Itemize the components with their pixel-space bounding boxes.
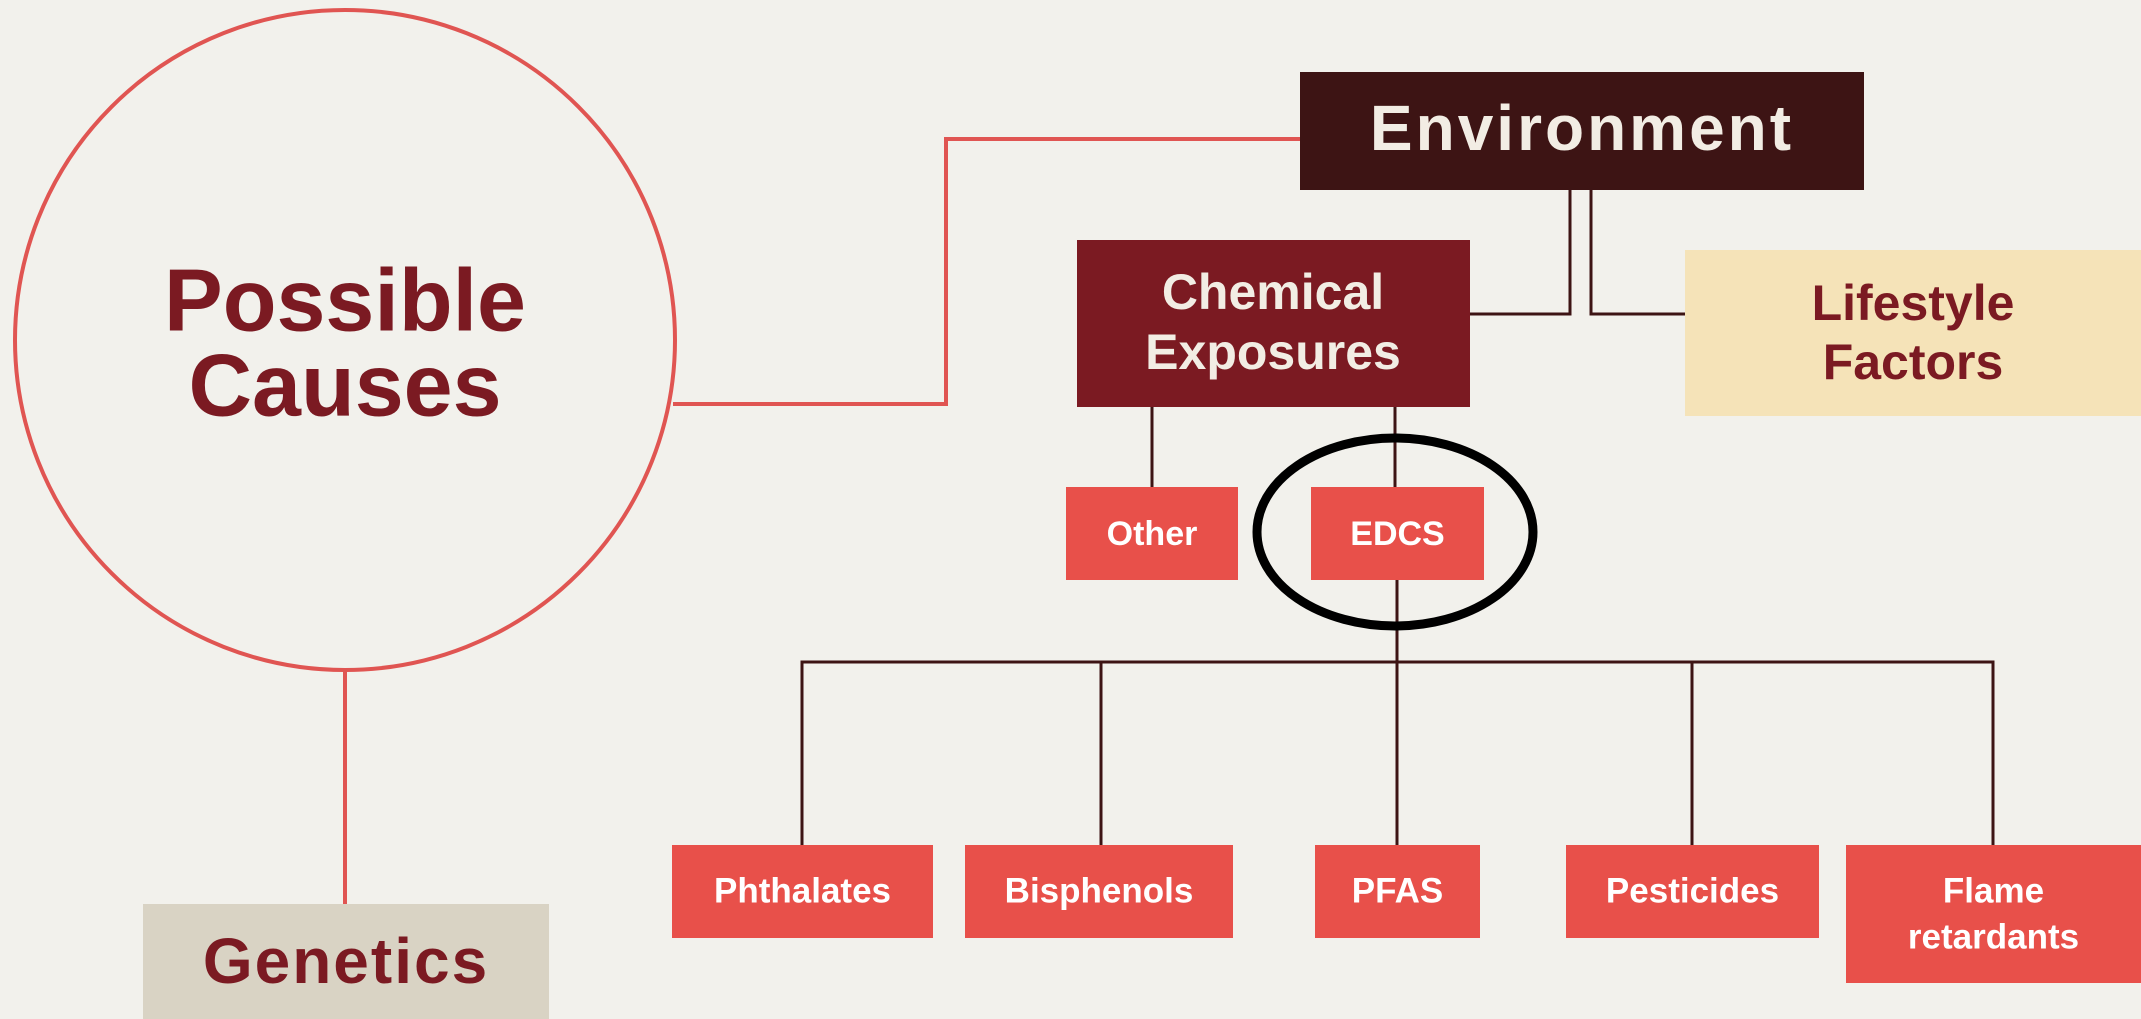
leaf-label: Flame: [1943, 871, 2044, 910]
leaf-box: [672, 845, 933, 938]
leaf-box: [1846, 845, 2141, 983]
child-label: Other: [1107, 515, 1198, 553]
environment-label: Environment: [1370, 92, 1794, 164]
root-circle: [13, 8, 677, 672]
connector: [673, 137, 1300, 406]
leaf-label: retardants: [1908, 917, 2079, 956]
child-box: [1066, 487, 1238, 580]
child-box: [1311, 487, 1484, 580]
edcs-children: Phthalates Bisphenols PFAS Pesticides Flame r…: [672, 845, 2141, 983]
genetics-box: [143, 904, 549, 1019]
leaf-box: [1566, 845, 1819, 938]
child-label: EDCS: [1350, 515, 1444, 553]
connector: [800, 660, 1995, 845]
leaf-box: [1315, 845, 1480, 938]
highlight-ellipse: [1252, 433, 1538, 631]
chemical-children: Other EDCS: [1066, 487, 1484, 580]
root-label: Causes: [188, 335, 501, 434]
lifestyle-label: Factors: [1823, 334, 2004, 390]
leaf-box: [965, 845, 1233, 938]
chemical-label: Exposures: [1145, 324, 1401, 380]
environment-box: [1300, 72, 1864, 190]
leaf-label: Pesticides: [1606, 871, 1779, 910]
lifestyle-label: Lifestyle: [1812, 275, 2015, 331]
connector: [1470, 190, 1572, 316]
chemical-box: [1077, 240, 1470, 407]
leaf-label: Bisphenols: [1005, 871, 1194, 910]
leaf-label: PFAS: [1352, 871, 1443, 910]
root-label: Possible: [164, 250, 526, 349]
connector: [1589, 190, 1685, 316]
chemical-label: Chemical: [1162, 264, 1384, 320]
genetics-label: Genetics: [203, 925, 489, 997]
lifestyle-box: [1685, 250, 2141, 416]
leaf-label: Phthalates: [714, 871, 891, 910]
